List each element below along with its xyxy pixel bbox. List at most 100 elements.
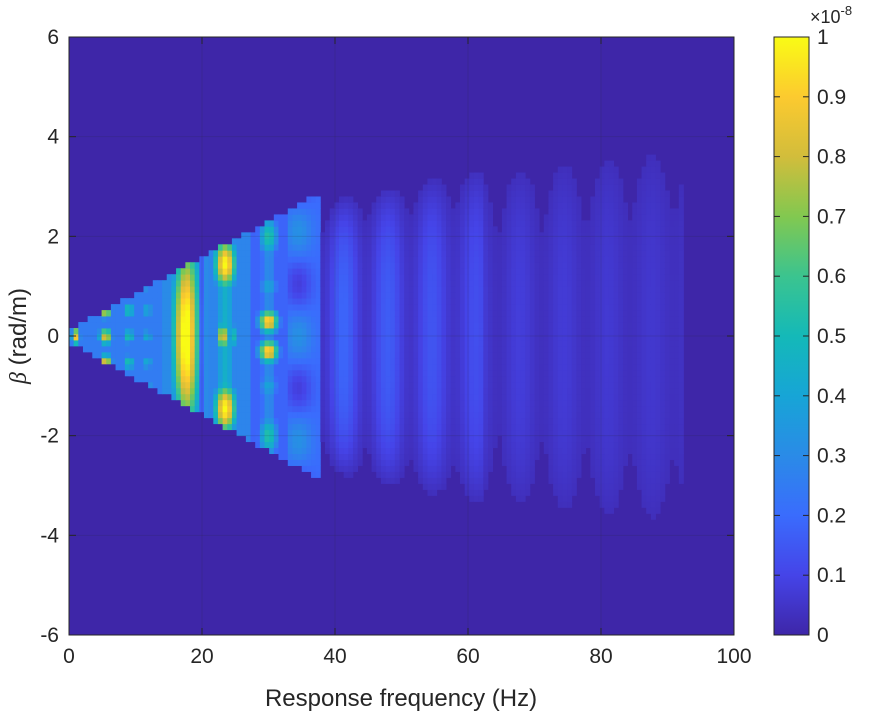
heatmap-cell xyxy=(399,417,405,425)
heatmap-cell xyxy=(366,244,372,251)
heatmap-cell xyxy=(190,262,196,269)
heatmap-cell xyxy=(273,280,279,287)
heatmap-cell xyxy=(632,453,638,460)
heatmap-cell xyxy=(143,363,149,371)
heatmap-cell xyxy=(376,411,382,419)
heatmap-cell xyxy=(269,447,275,455)
heatmap-cell xyxy=(608,160,615,167)
heatmap-cell xyxy=(320,345,326,353)
heatmap-cell xyxy=(413,238,419,245)
heatmap-cell xyxy=(287,286,293,293)
heatmap-cell xyxy=(269,316,275,323)
heatmap-cell xyxy=(115,328,121,335)
heatmap-cell xyxy=(487,453,494,460)
heatmap-cell xyxy=(278,447,284,455)
heatmap-cell xyxy=(283,393,289,401)
heatmap-cell xyxy=(283,292,289,299)
heatmap-cell xyxy=(273,369,279,377)
heatmap-cell xyxy=(506,345,512,353)
heatmap-cell xyxy=(134,328,140,335)
heatmap-cell xyxy=(120,298,126,305)
heatmap-cell xyxy=(529,274,535,281)
heatmap-cell xyxy=(515,399,521,407)
heatmap-cell xyxy=(455,286,461,293)
heatmap-cell xyxy=(478,411,484,419)
heatmap-cell xyxy=(194,363,200,371)
heatmap-cell xyxy=(492,316,498,323)
heatmap-cell xyxy=(380,220,386,227)
heatmap-cell xyxy=(501,339,507,347)
heatmap-cell xyxy=(571,381,577,389)
heatmap-cell xyxy=(311,226,317,233)
heatmap-cell xyxy=(320,339,326,347)
heatmap-cell xyxy=(529,423,535,431)
heatmap-cell xyxy=(595,393,601,401)
heatmap-cell xyxy=(543,244,549,251)
heatmap-cell xyxy=(329,286,335,293)
heatmap-cell xyxy=(539,363,545,371)
heatmap-cell xyxy=(576,393,582,401)
heatmap-cell xyxy=(576,447,582,455)
heatmap-cell xyxy=(171,351,177,359)
heatmap-cell xyxy=(469,268,475,275)
heatmap-cell xyxy=(311,220,317,227)
heatmap-cell xyxy=(436,375,442,383)
heatmap-cell xyxy=(278,393,284,401)
heatmap-cell xyxy=(338,280,345,287)
heatmap-cell xyxy=(176,369,182,377)
heatmap-cell xyxy=(231,316,237,323)
heatmap-cell xyxy=(595,429,601,437)
heatmap-cell xyxy=(557,280,563,287)
heatmap-cell xyxy=(357,262,363,269)
heatmap-cell xyxy=(418,256,424,263)
heatmap-cell xyxy=(427,268,433,275)
heatmap-cell xyxy=(548,226,554,233)
heatmap-cell xyxy=(464,393,470,401)
heatmap-cell xyxy=(311,459,317,466)
heatmap-cell xyxy=(166,357,172,365)
heatmap-cell xyxy=(199,328,205,335)
heatmap-cell xyxy=(548,280,554,287)
heatmap-cell xyxy=(641,262,647,269)
heatmap-cell xyxy=(571,441,577,449)
heatmap-cell xyxy=(571,298,577,305)
heatmap-cell xyxy=(269,441,275,449)
heatmap-cell xyxy=(613,363,619,371)
heatmap-cell xyxy=(473,280,480,287)
heatmap-cell xyxy=(553,447,559,455)
heatmap-cell xyxy=(613,166,619,173)
heatmap-cell xyxy=(390,244,396,251)
heatmap-cell xyxy=(185,304,191,311)
heatmap-cell xyxy=(483,280,489,287)
heatmap-cell xyxy=(394,357,400,365)
heatmap-cell xyxy=(203,256,210,263)
heatmap-cell xyxy=(455,417,461,425)
heatmap-cell xyxy=(213,274,219,281)
heatmap-cell xyxy=(101,316,107,323)
heatmap-cell xyxy=(599,280,605,287)
heatmap-cell xyxy=(622,292,629,299)
heatmap-cell xyxy=(399,435,405,443)
heatmap-cell xyxy=(422,459,428,466)
heatmap-cell xyxy=(264,232,270,239)
heatmap-cell xyxy=(301,435,307,443)
heatmap-cell xyxy=(292,292,298,299)
heatmap-cell xyxy=(506,453,512,460)
heatmap-cell xyxy=(264,244,270,251)
heatmap-cell xyxy=(427,411,433,419)
heatmap-cell xyxy=(301,286,307,293)
heatmap-cell xyxy=(292,220,298,227)
heatmap-cell xyxy=(599,244,605,251)
heatmap-cell xyxy=(636,465,642,472)
heatmap-cell xyxy=(432,292,438,299)
heatmap-cell xyxy=(199,298,205,305)
heatmap-cell xyxy=(343,429,349,437)
heatmap-cell xyxy=(539,339,545,347)
heatmap-cell xyxy=(413,387,419,395)
heatmap-cell xyxy=(338,447,345,455)
heatmap-cell xyxy=(250,339,256,347)
heatmap-cell xyxy=(366,435,372,443)
heatmap-cell xyxy=(306,369,312,377)
heatmap-cell xyxy=(311,298,317,305)
heatmap-cell xyxy=(325,250,331,257)
